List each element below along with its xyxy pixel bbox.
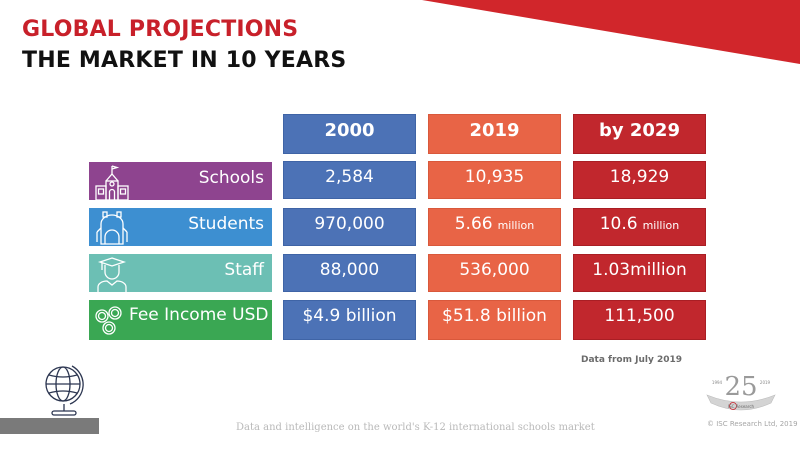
cell-unit: million [497,219,535,232]
cell-schools-2019: 10,935 [428,161,561,199]
red-corner-banner [422,0,800,64]
page-title: GLOBAL PROJECTIONS [22,17,299,42]
row-label-staff: Staff [89,254,272,292]
coins-icon [95,306,122,335]
cell-fee-2019: $51.8 billion [428,300,561,340]
cell-students-2029: 10.6 million [573,208,706,246]
row-label-text: Schools [198,168,264,188]
row-label-schools: Schools [89,162,272,200]
cell-value: 10.6 [599,214,638,234]
footer-tagline: Data and intelligence on the world's K-1… [236,422,595,433]
cell-schools-2000: 2,584 [283,161,416,199]
row-label-fee-income: Fee Income USD [89,300,272,340]
school-building-icon [95,165,129,200]
row-label-students: Students [89,208,272,246]
row-label-text: Staff [224,260,264,280]
logo-year-end: 2019 [760,380,771,385]
shelf [0,418,99,434]
cell-value: $51.8 billion [442,306,547,326]
globe-icon [45,365,84,416]
cell-schools-2029: 18,929 [573,161,706,199]
cell-staff-2019: 536,000 [428,254,561,292]
row-label-text: Fee Income USD [129,305,269,325]
cell-value: 2,584 [325,167,374,187]
logo-brand: ISC Research [728,404,755,409]
cell-value: 1.03million [592,260,687,280]
column-header-2029: by 2029 [573,114,706,154]
cell-students-2000: 970,000 [283,208,416,246]
cell-students-2019: 5.66 million [428,208,561,246]
logo-number: 25 [724,372,757,402]
column-header-2019: 2019 [428,114,561,154]
cell-fee-2029: 111,500 [573,300,706,340]
cell-value: $4.9 billion [302,306,397,326]
row-label-text: Students [188,214,264,234]
cell-value: 5.66 [454,214,493,234]
cell-value: 111,500 [604,306,675,326]
anniversary-logo: 25 1994 2019 ISC Research [706,372,776,411]
backpack-icon [96,211,128,245]
cell-value: 970,000 [314,214,385,234]
cell-value: 88,000 [319,260,380,280]
copyright: © ISC Research Ltd, 2019 [707,420,798,428]
cell-value: 10,935 [464,167,525,187]
cell-fee-2000: $4.9 billion [283,300,416,340]
cell-unit: million [642,219,680,232]
cell-staff-2000: 88,000 [283,254,416,292]
cell-value: 18,929 [609,167,670,187]
logo-year-start: 1994 [712,380,723,385]
column-header-2000: 2000 [283,114,416,154]
data-source-note: Data from July 2019 [581,355,682,365]
cell-staff-2029: 1.03million [573,254,706,292]
graduate-icon [97,257,127,292]
cell-value: 536,000 [459,260,530,280]
page-subtitle: THE MARKET IN 10 YEARS [22,48,347,73]
